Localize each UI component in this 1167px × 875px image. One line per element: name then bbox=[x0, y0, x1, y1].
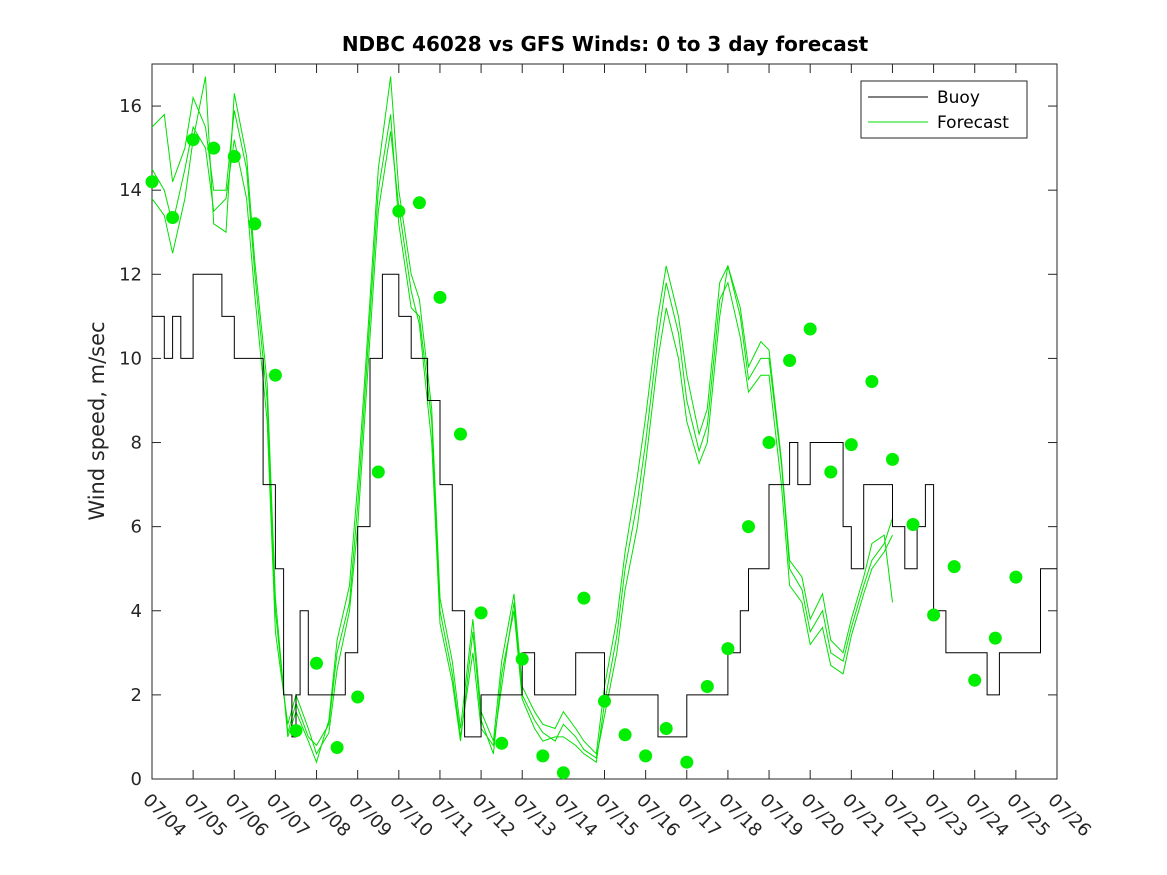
marker-layer bbox=[145, 133, 1023, 780]
x-tick-label: 07/13 bbox=[509, 790, 561, 842]
x-tick-label: 07/22 bbox=[879, 790, 931, 842]
forecast-marker bbox=[536, 749, 550, 763]
forecast-marker bbox=[330, 741, 344, 754]
x-tick-label: 07/12 bbox=[468, 790, 520, 842]
x-tick-label: 07/20 bbox=[797, 790, 849, 842]
x-tick-label: 07/11 bbox=[426, 790, 478, 842]
forecast-marker bbox=[556, 766, 570, 780]
x-tick-label: 07/23 bbox=[920, 790, 972, 842]
x-tick-label: 07/08 bbox=[303, 790, 355, 842]
buoy-series-line bbox=[152, 273, 1057, 738]
legend-forecast-label: Forecast bbox=[937, 113, 1009, 133]
y-tick-label: 8 bbox=[131, 433, 142, 454]
x-tick-label: 07/10 bbox=[385, 790, 437, 842]
forecast-marker bbox=[886, 452, 899, 466]
x-tick-label: 07/14 bbox=[550, 790, 602, 842]
forecast-marker bbox=[618, 728, 632, 742]
forecast-marker bbox=[515, 652, 529, 666]
forecast-marker bbox=[742, 520, 755, 534]
forecast-marker bbox=[289, 724, 303, 738]
series-layer bbox=[151, 76, 1057, 764]
forecast-marker bbox=[186, 133, 200, 147]
legend-buoy-label: Buoy bbox=[937, 88, 980, 108]
forecast-marker bbox=[495, 736, 509, 750]
forecast-marker bbox=[310, 656, 323, 670]
forecast-marker bbox=[351, 690, 365, 704]
forecast-marker bbox=[598, 694, 611, 708]
forecast-marker bbox=[166, 211, 180, 224]
y-axis: 0 2 4 6 8 10 12 14 16 bbox=[119, 96, 1057, 790]
x-tick-label: 07/17 bbox=[673, 790, 725, 842]
forecast-marker bbox=[454, 427, 467, 441]
forecast-marker bbox=[762, 436, 776, 449]
forecast-marker bbox=[145, 175, 159, 189]
forecast-marker bbox=[783, 354, 797, 367]
forecast-marker bbox=[803, 322, 817, 336]
forecast-marker bbox=[844, 438, 858, 452]
legend-box bbox=[860, 80, 1028, 139]
forecast-marker bbox=[577, 591, 591, 605]
forecast-marker bbox=[721, 642, 735, 656]
x-tick-label: 07/26 bbox=[1043, 790, 1095, 842]
forecast-marker bbox=[474, 606, 488, 620]
forecast-marker bbox=[700, 680, 714, 693]
y-axis-label: Wind speed, m/sec bbox=[85, 321, 109, 520]
x-tick-label: 07/04 bbox=[138, 790, 190, 842]
y-tick-label: 2 bbox=[131, 685, 142, 706]
y-tick-label: 14 bbox=[119, 180, 142, 201]
forecast-marker bbox=[433, 290, 447, 304]
x-tick-label: 07/21 bbox=[838, 790, 890, 842]
forecast-marker bbox=[824, 465, 838, 479]
x-tick-label: 07/24 bbox=[961, 790, 1013, 842]
x-tick-label: 07/07 bbox=[262, 790, 314, 842]
y-tick-label: 4 bbox=[131, 601, 142, 622]
forecast-marker bbox=[371, 465, 385, 479]
forecast-series-line bbox=[151, 125, 893, 764]
x-tick-label: 07/18 bbox=[714, 790, 766, 842]
forecast-marker bbox=[207, 141, 221, 155]
y-tick-label: 12 bbox=[119, 264, 142, 285]
forecast-marker bbox=[906, 518, 920, 531]
x-tick-label: 07/06 bbox=[221, 790, 273, 842]
x-tick-label: 07/19 bbox=[756, 790, 808, 842]
forecast-marker bbox=[392, 204, 406, 218]
x-tick-label: 07/15 bbox=[591, 790, 643, 842]
y-tick-label: 0 bbox=[131, 769, 142, 790]
chart-title: NDBC 46028 vs GFS Winds: 0 to 3 day fore… bbox=[342, 32, 869, 56]
forecast-marker bbox=[1009, 570, 1023, 584]
forecast-marker bbox=[659, 722, 673, 735]
x-tick-label: 07/09 bbox=[344, 790, 396, 842]
forecast-marker bbox=[865, 375, 879, 388]
forecast-marker bbox=[680, 755, 694, 769]
forecast-marker bbox=[248, 217, 262, 231]
forecast-marker bbox=[227, 150, 241, 163]
y-tick-label: 16 bbox=[119, 96, 142, 117]
y-tick-label: 6 bbox=[131, 517, 142, 538]
x-tick-label: 07/05 bbox=[180, 790, 232, 842]
forecast-marker bbox=[988, 631, 1002, 645]
forecast-marker bbox=[947, 560, 961, 574]
forecast-marker bbox=[268, 368, 282, 382]
forecast-marker bbox=[639, 749, 653, 763]
forecast-marker bbox=[927, 608, 941, 622]
y-tick-label: 10 bbox=[119, 348, 142, 369]
x-tick-label: 07/16 bbox=[632, 790, 684, 842]
legend: Buoy Forecast bbox=[860, 80, 1028, 139]
forecast-marker bbox=[968, 673, 982, 687]
forecast-marker bbox=[412, 196, 426, 210]
x-tick-label: 07/25 bbox=[1002, 790, 1054, 842]
